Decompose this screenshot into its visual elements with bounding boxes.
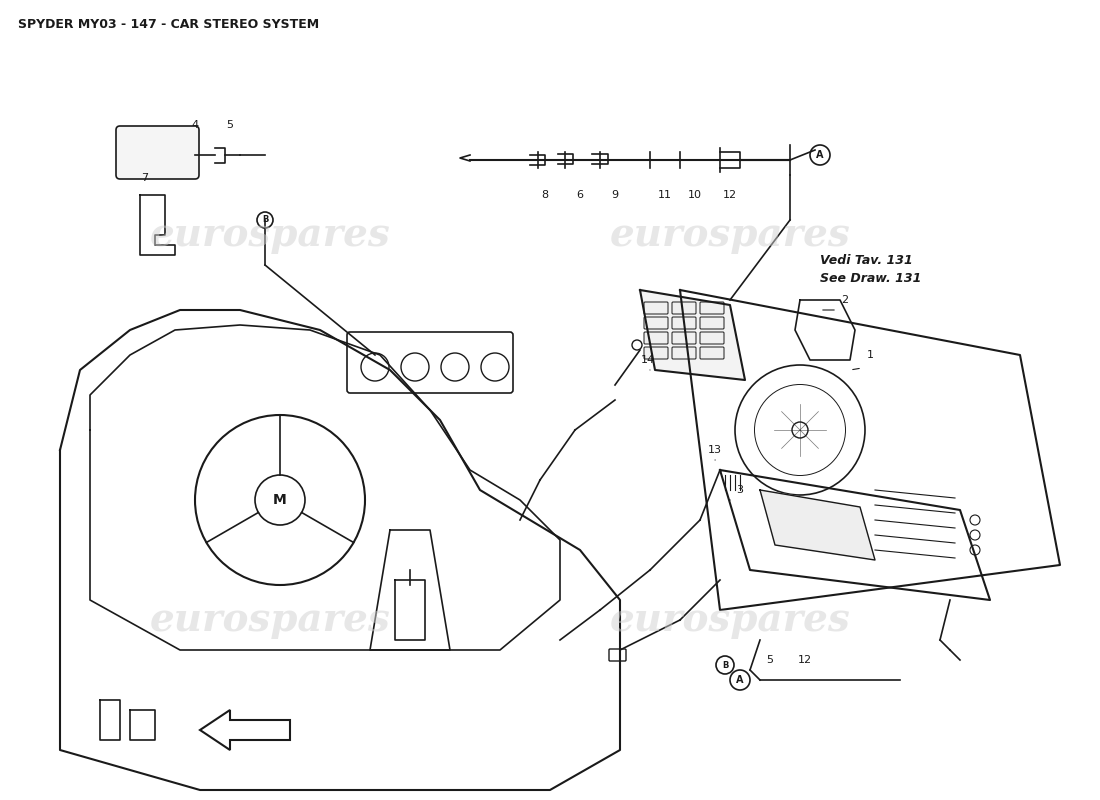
- Text: 12: 12: [723, 190, 737, 200]
- Text: 8: 8: [541, 190, 549, 200]
- Text: 5: 5: [767, 655, 773, 665]
- FancyBboxPatch shape: [346, 332, 513, 393]
- FancyBboxPatch shape: [672, 347, 696, 359]
- Text: 10: 10: [688, 190, 702, 200]
- Text: 7: 7: [142, 173, 148, 183]
- FancyBboxPatch shape: [609, 649, 626, 661]
- FancyBboxPatch shape: [672, 332, 696, 344]
- Text: 9: 9: [612, 190, 618, 200]
- FancyBboxPatch shape: [700, 302, 724, 314]
- Text: 12: 12: [798, 655, 812, 665]
- FancyBboxPatch shape: [672, 317, 696, 329]
- FancyBboxPatch shape: [116, 126, 199, 179]
- Polygon shape: [640, 290, 745, 380]
- FancyBboxPatch shape: [700, 347, 724, 359]
- FancyBboxPatch shape: [700, 317, 724, 329]
- FancyBboxPatch shape: [644, 332, 668, 344]
- Text: M: M: [273, 493, 287, 507]
- Text: A: A: [816, 150, 824, 160]
- Polygon shape: [760, 490, 874, 560]
- Text: 14: 14: [641, 355, 656, 365]
- FancyBboxPatch shape: [644, 347, 668, 359]
- Text: 2: 2: [842, 295, 848, 305]
- FancyBboxPatch shape: [644, 317, 668, 329]
- Text: eurospares: eurospares: [150, 216, 390, 254]
- Text: 5: 5: [227, 120, 233, 130]
- Text: SPYDER MY03 - 147 - CAR STEREO SYSTEM: SPYDER MY03 - 147 - CAR STEREO SYSTEM: [18, 18, 319, 31]
- FancyBboxPatch shape: [672, 302, 696, 314]
- Polygon shape: [200, 710, 290, 750]
- Text: Vedi Tav. 131: Vedi Tav. 131: [820, 254, 913, 266]
- Text: 3: 3: [737, 485, 744, 495]
- FancyBboxPatch shape: [644, 302, 668, 314]
- Text: See Draw. 131: See Draw. 131: [820, 271, 922, 285]
- FancyBboxPatch shape: [700, 332, 724, 344]
- Text: A: A: [736, 675, 744, 685]
- Text: B: B: [262, 215, 268, 225]
- Text: eurospares: eurospares: [609, 216, 850, 254]
- Text: eurospares: eurospares: [150, 601, 390, 639]
- Text: B: B: [722, 661, 728, 670]
- Text: 6: 6: [576, 190, 583, 200]
- Text: 11: 11: [658, 190, 672, 200]
- Text: 1: 1: [867, 350, 873, 360]
- Text: 13: 13: [708, 445, 722, 455]
- Text: 4: 4: [191, 120, 199, 130]
- Text: eurospares: eurospares: [609, 601, 850, 639]
